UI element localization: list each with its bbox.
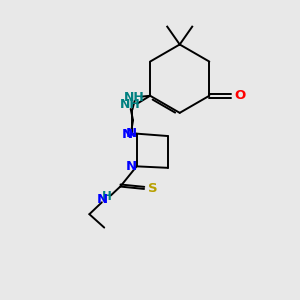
Text: NH: NH — [120, 98, 141, 111]
Text: H: H — [102, 190, 112, 203]
Text: N: N — [97, 193, 108, 206]
Text: NH: NH — [124, 91, 145, 104]
Text: O: O — [234, 89, 245, 102]
Text: N: N — [122, 128, 133, 141]
Text: N: N — [126, 160, 137, 173]
Text: S: S — [148, 182, 158, 195]
Text: N: N — [126, 127, 137, 140]
